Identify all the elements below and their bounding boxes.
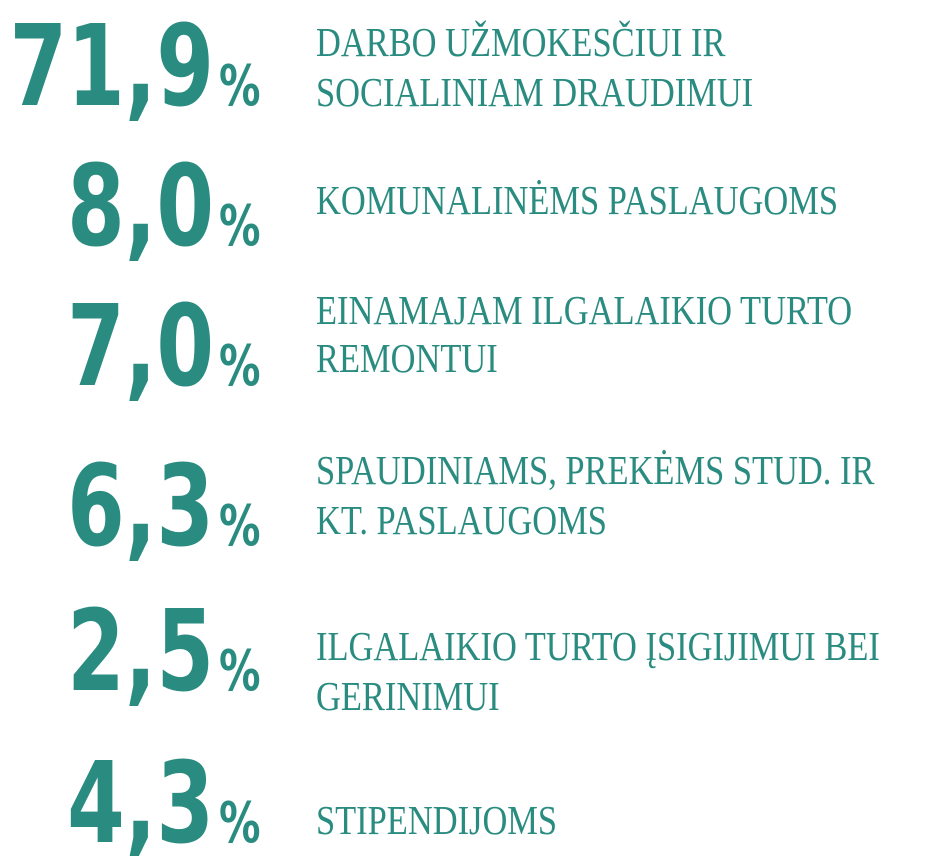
item: 4,3% STIPENDIJOMS	[67, 740, 557, 856]
label-group: STIPENDIJOMS	[316, 798, 557, 843]
label-group: ILGALAIKIO TURTO ĮSIGIJIMUI BEI GERINIMUI	[316, 624, 880, 719]
label-line: STIPENDIJOMS	[316, 798, 557, 843]
number: 7,0	[67, 283, 214, 413]
unit-group: %	[219, 193, 261, 259]
label-line: SPAUDINIAMS, PREKĖMS STUD. IR	[316, 448, 875, 493]
unit: %	[219, 53, 261, 119]
unit: %	[219, 790, 261, 856]
item: 71,9 % DARBO UŽMOKESČIUI IR SOCIALINIAM DRA…	[10, 3, 754, 133]
item: 6,3 % SPAUDINIAMS, PREKĖMS STUD. IR KT. PAS…	[67, 443, 875, 573]
number-group: 4,3	[67, 740, 214, 856]
label-line: EINAMAJAM ILGALAIKIO TURTO	[316, 288, 852, 333]
unit-group: %	[219, 638, 261, 704]
unit-group: %	[219, 53, 261, 119]
item: 8,0% KOMUNALINĖMS PASLAUGOMS	[67, 143, 838, 273]
label-group: SPAUDINIAMS, PREKĖMS STUD. IR KT. PASLAUG…	[316, 448, 875, 543]
unit-group: %	[219, 493, 261, 559]
item: 2,5% ILGALAIKIO TURTO ĮSIGIJIMUI BEI GERIN…	[67, 588, 880, 720]
unit: %	[219, 493, 261, 559]
number-group: 8,0	[67, 143, 214, 273]
unit: %	[219, 193, 261, 259]
unit: %	[219, 333, 261, 399]
label-line: REMONTUI	[316, 336, 498, 381]
number: 8,0	[67, 143, 214, 273]
unit-group: %	[219, 790, 261, 856]
label-group: DARBO UŽMOKESČIUI IR SOCIALINIAM DRAUDIMU…	[316, 20, 753, 115]
number: 4,3	[67, 740, 214, 856]
number-group: 71,9	[10, 3, 214, 133]
label-line: SOCIALINIAM DRAUDIMUI	[316, 70, 753, 115]
number: 6,3	[67, 443, 214, 573]
label-line: DARBO UŽMOKESČIUI IR	[316, 20, 726, 65]
number-group: 7,0	[67, 283, 214, 413]
label-line: ILGALAIKIO TURTO ĮSIGIJIMUI BEI	[316, 624, 880, 669]
label-group: KOMUNALINĖMS PASLAUGOMS	[316, 178, 838, 223]
number: 2,5	[67, 588, 214, 718]
label-line: KT. PASLAUGOMS	[316, 498, 607, 543]
number-group: 2,5	[67, 588, 214, 718]
number-group: 6,3	[67, 443, 214, 573]
number: 71,9	[10, 3, 214, 133]
label-line: GERINIMUI	[316, 674, 500, 719]
unit-group: %	[219, 333, 261, 399]
unit: %	[219, 638, 261, 704]
label-line: KOMUNALINĖMS PASLAUGOMS	[316, 178, 838, 223]
